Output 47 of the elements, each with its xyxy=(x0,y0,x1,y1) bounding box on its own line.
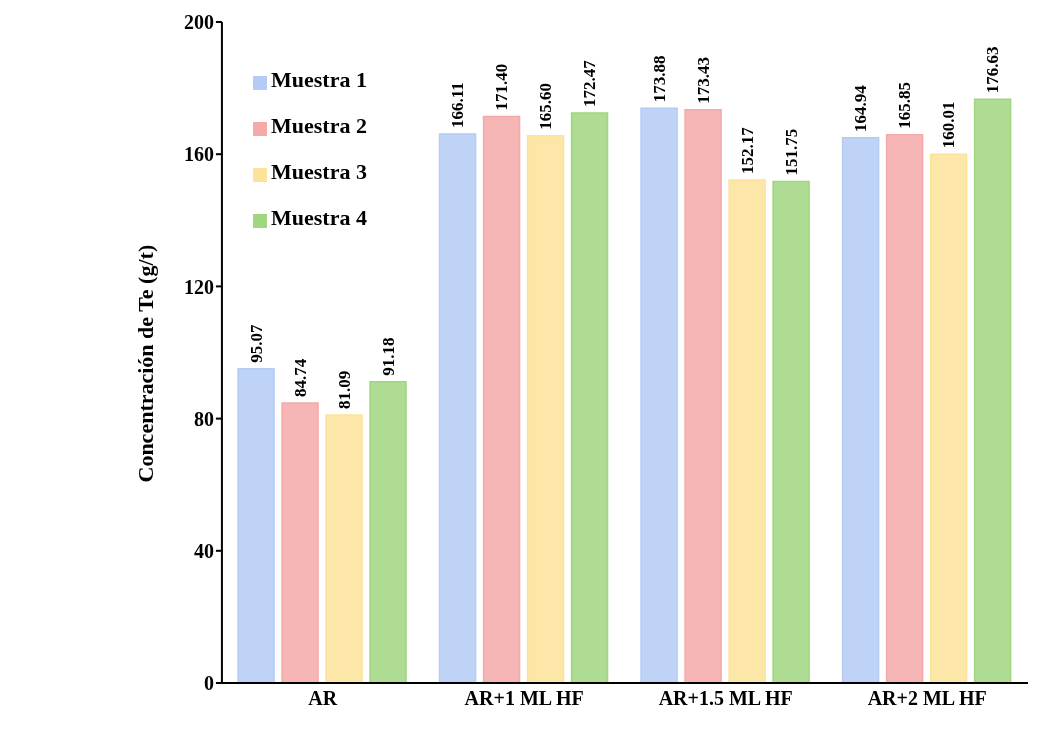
y-axis-title: Concentración de Te (g/t) xyxy=(132,244,158,483)
bar xyxy=(640,107,678,683)
data-label: 166.11 xyxy=(448,82,468,129)
data-label: 173.88 xyxy=(649,55,669,103)
data-label: 164.94 xyxy=(851,84,871,132)
data-label: 172.47 xyxy=(580,59,600,107)
data-label: 81.09 xyxy=(334,370,354,409)
data-label: 176.63 xyxy=(983,46,1003,94)
bar xyxy=(885,134,924,683)
x-tick-label: AR+1 ML HF xyxy=(464,687,584,710)
legend-label: Muestra 4 xyxy=(271,205,367,230)
bar xyxy=(281,402,319,683)
y-tick-label: 200 xyxy=(183,11,214,34)
bar xyxy=(482,115,521,683)
y-tick-label: 0 xyxy=(203,672,214,695)
legend-label: Muestra 1 xyxy=(271,67,367,92)
bar xyxy=(929,153,968,683)
data-label: 91.18 xyxy=(378,337,398,376)
bar xyxy=(772,180,810,683)
data-label: 165.85 xyxy=(895,82,915,129)
y-tick-label: 120 xyxy=(183,275,214,298)
y-tick-label: 160 xyxy=(183,143,214,166)
bar xyxy=(841,137,880,683)
bar xyxy=(526,134,565,683)
bar xyxy=(325,414,363,683)
x-tick-label: AR+2 ML HF xyxy=(867,687,987,710)
data-label: 173.43 xyxy=(693,57,713,104)
data-label: 95.07 xyxy=(246,324,266,363)
data-label: 160.01 xyxy=(939,101,959,149)
bar xyxy=(728,179,766,683)
data-label: 84.74 xyxy=(290,358,310,397)
x-tick-label: AR xyxy=(308,687,338,710)
bar xyxy=(438,133,477,683)
y-tick-label: 80 xyxy=(193,407,214,430)
bar xyxy=(570,112,609,683)
bar xyxy=(237,368,275,683)
data-label: 152.17 xyxy=(737,126,757,175)
legend-label: Muestra 2 xyxy=(271,113,367,138)
data-label: 171.40 xyxy=(492,63,512,111)
y-tick-label: 40 xyxy=(193,539,214,562)
data-label: 165.60 xyxy=(536,82,556,130)
legend-label: Muestra 3 xyxy=(271,159,367,184)
bar xyxy=(684,109,722,683)
bar xyxy=(369,380,407,683)
x-tick-label: AR+1.5 ML HF xyxy=(658,687,793,710)
data-label: 151.75 xyxy=(781,128,801,176)
bar xyxy=(973,98,1012,683)
